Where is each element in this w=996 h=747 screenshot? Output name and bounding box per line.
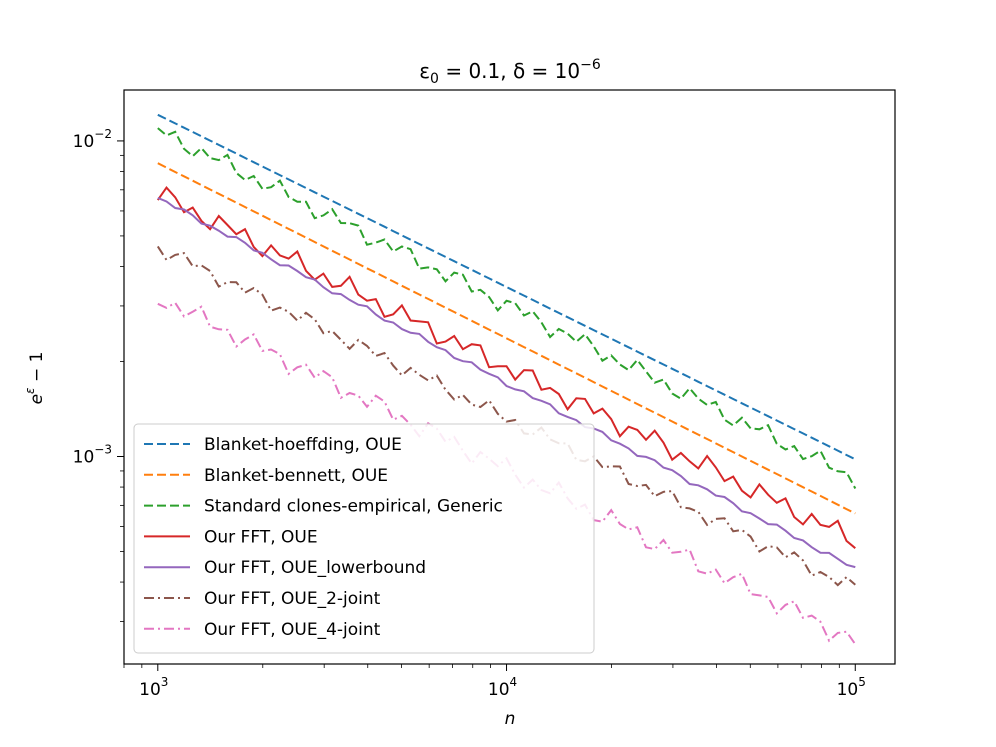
legend-label-5: Our FFT, OUE_lowerbound <box>204 558 426 578</box>
y-tick-base: 10 <box>73 447 95 467</box>
x-tick-exponent: 5 <box>858 675 866 689</box>
axes-frame <box>123 89 896 665</box>
y-tick-label: 10−3 <box>73 442 112 467</box>
legend: Blanket-hoeffding, OUE Blanket-bennett, O… <box>133 423 595 654</box>
y-axis-label: eε − 1 <box>23 352 47 405</box>
title-rest: = 0.1, δ = 10 <box>439 59 580 83</box>
y-tick-label: 10−2 <box>73 127 112 152</box>
legend-label-6: Our FFT, OUE_2-joint <box>204 589 381 609</box>
x-tick-label: 105 <box>837 675 866 700</box>
title-subscript: 0 <box>430 71 439 87</box>
legend-label-3: Standard clones-empirical, Generic <box>204 497 503 517</box>
legend-label-4: Our FFT, OUE <box>204 527 318 547</box>
series-line-4 <box>156 185 856 549</box>
title-epsilon: ε <box>419 59 430 83</box>
legend-label-1: Blanket-hoeffding, OUE <box>204 435 402 455</box>
x-tick-base: 10 <box>139 680 161 700</box>
series-line-3 <box>157 127 857 489</box>
y-label-rest: − 1 <box>27 352 47 388</box>
legend-label-7: Our FFT, OUE_4-joint <box>204 620 381 640</box>
x-axis-label: n <box>505 709 516 729</box>
series-line-1 <box>157 113 856 461</box>
x-tick-exponent: 3 <box>161 675 169 689</box>
x-tick-exponent: 4 <box>510 675 518 689</box>
series-line-6 <box>156 245 856 587</box>
y-tick-exponent: −3 <box>94 442 112 456</box>
y-tick-exponent: −2 <box>94 127 112 141</box>
y-tick-base: 10 <box>73 132 95 152</box>
series-line-5 <box>157 196 856 569</box>
legend-label-2: Blanket-bennett, OUE <box>204 466 388 486</box>
title-superscript: −6 <box>580 57 601 73</box>
chart-title: ε0 = 0.1, δ = 10−6 <box>419 57 601 87</box>
legend-box <box>133 423 595 654</box>
series-line-2 <box>157 162 856 515</box>
y-label-superscript: ε <box>23 387 37 394</box>
x-tick-label: 104 <box>488 675 517 700</box>
y-label-e: e <box>27 394 47 404</box>
x-tick-base: 10 <box>837 680 859 700</box>
x-tick-base: 10 <box>488 680 510 700</box>
x-tick-label: 103 <box>139 675 168 700</box>
